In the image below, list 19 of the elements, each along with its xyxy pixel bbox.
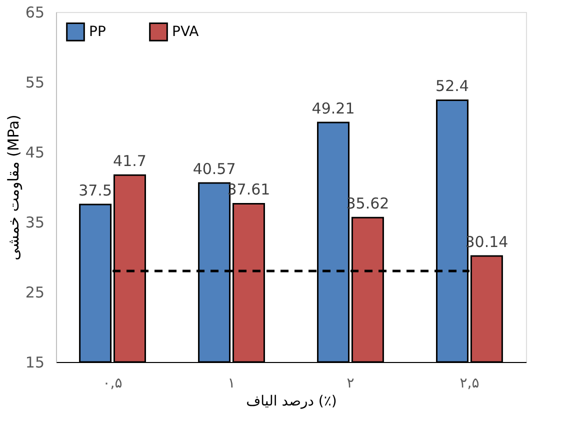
x-tick-label: ۰,۵ <box>102 376 122 392</box>
legend-label: PVA <box>172 24 200 40</box>
y-tick-label: 55 <box>25 74 44 92</box>
x-tick-label: ۲ <box>346 376 354 392</box>
y-tick-label: 65 <box>25 4 44 22</box>
x-axis-title: درصد الیاف (٪) <box>246 394 337 410</box>
data-label: 49.21 <box>312 100 355 118</box>
data-label: 40.57 <box>192 160 236 178</box>
data-label: 37.5 <box>78 182 112 200</box>
y-tick-label: 35 <box>25 214 44 232</box>
x-tick-label: ۱ <box>228 376 236 392</box>
y-tick-label: 15 <box>25 354 44 372</box>
legend-label: PP <box>89 24 106 40</box>
x-tick-label: ۲,۵ <box>460 376 480 392</box>
y-axis-title: مقاومت خمشی (MPa) <box>4 114 22 260</box>
y-tick-label: 25 <box>25 284 44 302</box>
data-label: 52.4 <box>436 77 469 96</box>
data-label: 41.7 <box>113 152 146 170</box>
y-tick-label: 45 <box>25 144 44 162</box>
